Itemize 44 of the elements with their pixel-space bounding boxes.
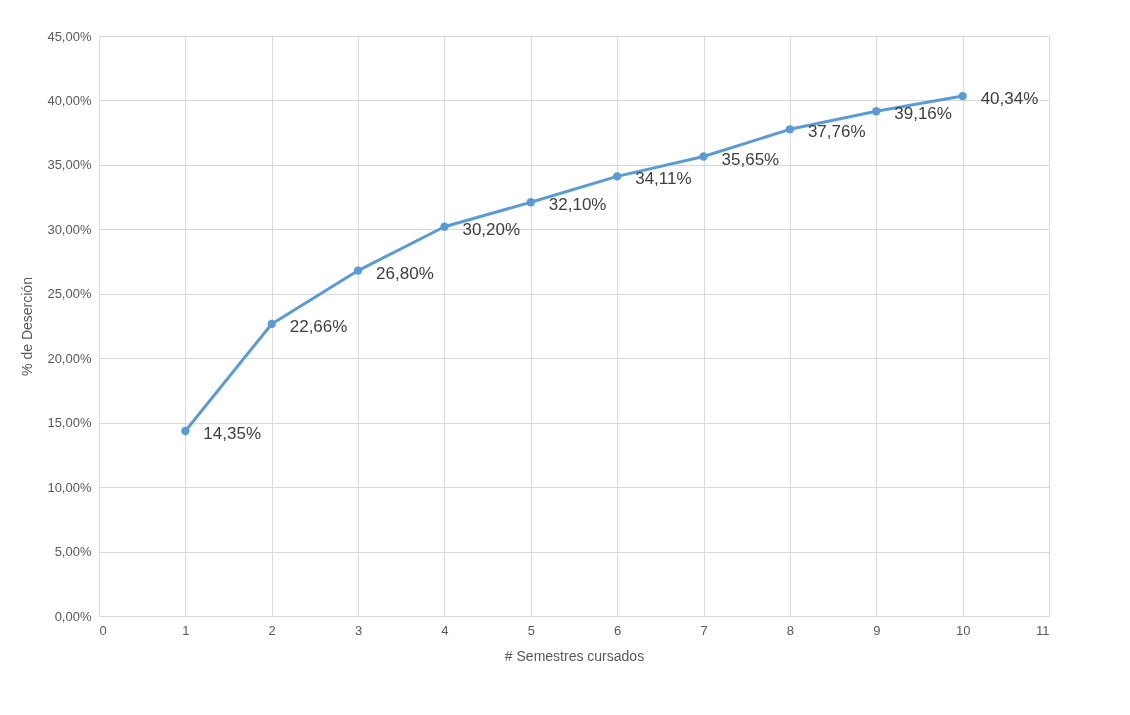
y-tick-label: 20,00%	[47, 350, 92, 366]
data-label: 32,10%	[548, 195, 607, 215]
y-tick-label: 15,00%	[47, 415, 92, 431]
data-label: 34,11%	[635, 169, 692, 189]
x-tick-label: 2	[268, 622, 276, 638]
y-tick-label: 45,00%	[47, 28, 92, 44]
data-label: 35,65%	[721, 149, 780, 169]
point	[181, 426, 190, 436]
data-label: 30,20%	[462, 219, 521, 239]
y-tick-label: 10,00%	[47, 479, 92, 495]
x-tick-label: 8	[786, 622, 795, 638]
point	[267, 319, 276, 329]
x-tick-label: 4	[441, 622, 449, 638]
data-label: 40,34%	[980, 89, 1039, 109]
y-tick-label: 5,00%	[54, 544, 92, 560]
y-tick-label: 30,00%	[47, 221, 92, 237]
x-tick-label: 11	[1036, 622, 1050, 638]
data-label: 26,80%	[376, 263, 434, 283]
y-tick-label: 0,00%	[54, 608, 92, 624]
data-label: 37,76%	[807, 122, 866, 142]
point	[872, 107, 881, 116]
x-tick-label: 3	[354, 622, 363, 638]
y-axis-title: % de Deserción	[19, 277, 36, 376]
point	[526, 198, 535, 207]
x-tick-label: 5	[527, 622, 535, 638]
point	[353, 266, 363, 275]
point	[958, 91, 967, 101]
x-tick-label: 9	[873, 622, 881, 638]
y-tick-label: 35,00%	[47, 157, 92, 173]
data-label: 14,35%	[203, 424, 262, 444]
y-tick-label: 25,00%	[47, 286, 92, 302]
x-tick-label: 0	[99, 622, 107, 638]
point	[699, 152, 708, 161]
y-tick-label: 40,00%	[47, 92, 92, 108]
x-axis-title: # Semestres cursados	[504, 647, 645, 664]
x-tick-label: 10	[955, 622, 971, 638]
x-tick-label: 1	[182, 622, 190, 638]
x-tick-label: 6	[614, 622, 622, 638]
data-label: 39,16%	[894, 104, 952, 124]
point	[440, 222, 449, 231]
point	[785, 125, 795, 134]
data-label: 22,66%	[289, 316, 348, 336]
point	[613, 172, 622, 181]
x-tick-label: 7	[700, 622, 708, 638]
